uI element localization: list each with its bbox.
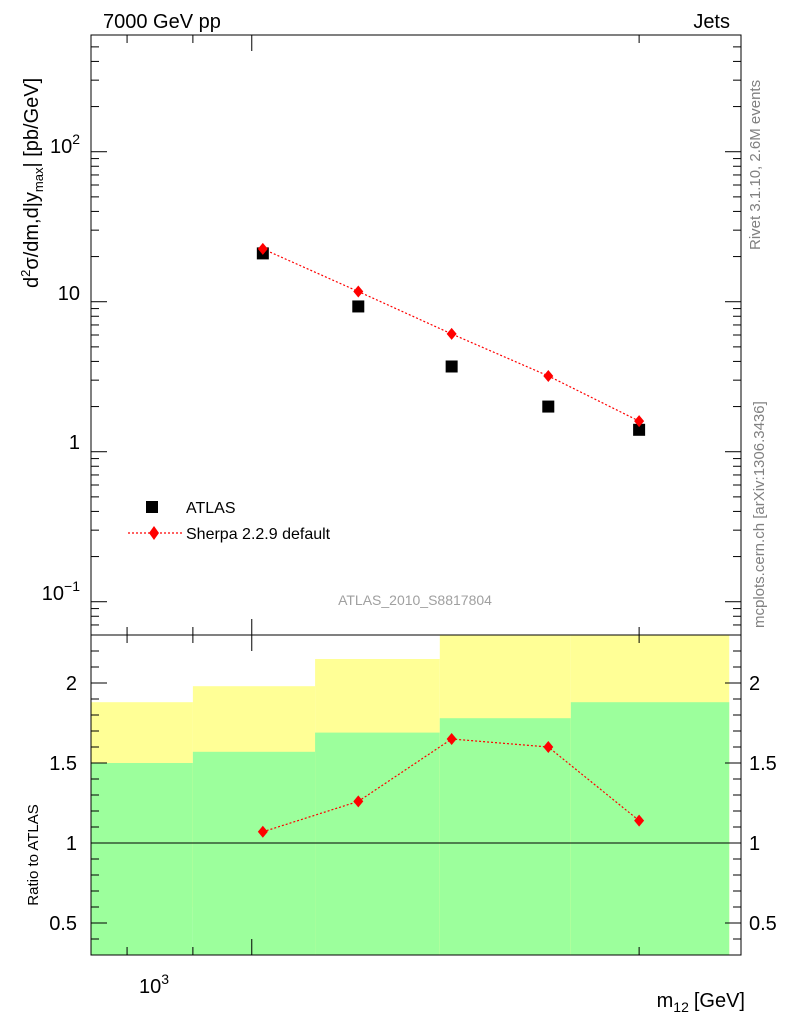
sherpa-ratio-point <box>446 733 457 745</box>
y-ratio-title: Ratio to ATLAS <box>25 804 42 905</box>
legend-sherpa-marker <box>149 526 159 540</box>
band-inner-4 <box>570 702 730 955</box>
sherpa-point <box>543 369 554 382</box>
band-inner-2 <box>315 732 440 955</box>
legend: ATLAS Sherpa 2.2.9 default <box>128 500 331 543</box>
sherpa-ratio-point <box>634 814 645 827</box>
band-inner-0 <box>91 763 193 955</box>
rivet-label: Rivet 3.1.10, 2.6M events <box>747 80 764 250</box>
data-marks <box>256 242 646 838</box>
header-right: Jets <box>693 11 730 33</box>
axis-ticks <box>91 34 741 955</box>
atlas-point <box>542 400 555 413</box>
atlas-point <box>633 423 646 436</box>
sherpa-ratio-point <box>353 795 364 808</box>
ratio-tick-labels: 2 2 1.5 1.5 1 1 0.5 0.5 <box>49 673 777 935</box>
y-tick-label-10: 10 <box>58 283 80 305</box>
y-tick-label-100: 102 <box>50 131 80 158</box>
ratio-tick-label-left: 1 <box>66 833 77 855</box>
ratio-tick-label-right: 1 <box>749 833 760 855</box>
sherpa-point <box>353 285 364 298</box>
y-tick-label-1: 1 <box>69 432 80 454</box>
y-main-title: d2σ/dm,d|ymax| [pb/GeV] <box>18 78 46 288</box>
analysis-watermark: ATLAS_2010_S8817804 <box>338 592 492 608</box>
ratio-tick-label-left: 0.5 <box>49 913 77 935</box>
sherpa-ratio-point <box>257 825 268 838</box>
mcplots-label: mcplots.cern.ch [arXiv:1306.3436] <box>751 401 768 628</box>
atlas-point <box>352 300 365 313</box>
ratio-tick-label-right: 1.5 <box>749 753 777 775</box>
ratio-tick-label-left: 2 <box>66 673 77 695</box>
x-tick-label-1000: 103 <box>139 971 169 998</box>
y-tick-label-0.1: 10−1 <box>42 578 80 605</box>
ratio-uncertainty-bands <box>91 635 741 955</box>
ratio-tick-label-left: 1.5 <box>49 753 77 775</box>
x-axis-title: m12 [GeV] <box>657 990 745 1015</box>
sherpa-point <box>257 242 268 255</box>
atlas-point <box>445 360 458 373</box>
ratio-tick-label-right: 0.5 <box>749 913 777 935</box>
band-inner-1 <box>192 751 316 955</box>
sherpa-point <box>446 327 457 340</box>
legend-atlas-marker <box>146 501 158 513</box>
sherpa-ratio-point <box>543 741 554 753</box>
band-inner-3 <box>439 718 571 955</box>
legend-atlas-label: ATLAS <box>186 500 236 517</box>
legend-sherpa-label: Sherpa 2.2.9 default <box>186 526 331 543</box>
header-left: 7000 GeV pp <box>103 11 221 33</box>
sherpa-line-main <box>262 248 640 422</box>
sherpa-point <box>634 415 645 428</box>
ratio-tick-label-right: 2 <box>749 673 760 695</box>
main-panel-frame <box>90 34 742 636</box>
